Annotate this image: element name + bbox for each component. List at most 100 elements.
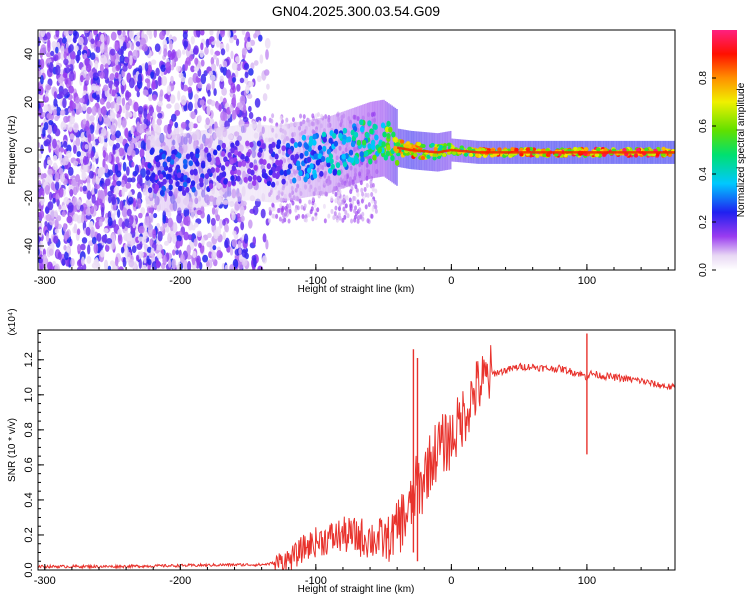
noise-speckle: [232, 258, 239, 269]
ridge-cell: [301, 134, 307, 141]
noise-speckle: [137, 105, 144, 115]
noise-speckle: [285, 208, 289, 214]
noise-speckle: [187, 86, 193, 94]
ridge-cell: [292, 177, 297, 184]
noise-speckle: [333, 211, 337, 217]
noise-speckle: [341, 217, 345, 223]
noise-speckle: [235, 38, 240, 46]
ridge-cell: [189, 151, 194, 158]
noise-speckle: [199, 99, 205, 106]
ridge-glow: [209, 129, 211, 207]
ridge-glow: [207, 129, 210, 207]
noise-speckle: [241, 30, 246, 36]
ridge-glow: [288, 123, 291, 201]
noise-speckle: [165, 61, 172, 71]
noise-speckle: [85, 75, 91, 81]
noise-speckle: [351, 200, 355, 206]
ridge-cell: [149, 175, 154, 182]
noise-speckle: [157, 112, 163, 119]
colorbar-tick-label: 0.4: [698, 167, 709, 181]
noise-speckle: [46, 112, 53, 120]
ridge-cell: [167, 173, 172, 180]
spectrogram-y-axis: -40 -20 0 20 40: [23, 29, 44, 271]
noise-speckle: [50, 181, 55, 191]
ridge-cell: [220, 165, 226, 172]
ridge-cell: [249, 162, 254, 169]
noise-speckle: [52, 197, 56, 204]
noise-speckle: [179, 253, 185, 264]
noise-speckle: [152, 111, 157, 120]
noise-speckle: [101, 127, 107, 136]
noise-speckle: [239, 95, 246, 106]
noise-speckle: [216, 226, 222, 237]
ridge-cell: [514, 147, 519, 152]
ridge-cell: [182, 158, 188, 165]
noise-speckle: [58, 146, 65, 153]
noise-speckle: [67, 45, 72, 54]
noise-speckle: [111, 213, 116, 221]
noise-speckle: [38, 166, 41, 178]
noise-speckle: [128, 77, 135, 89]
ridge-cell: [317, 153, 323, 160]
noise-speckle: [262, 93, 268, 102]
noise-speckle: [334, 198, 338, 204]
noise-speckle: [210, 57, 215, 66]
noise-speckle: [219, 219, 223, 229]
ridge-cell: [215, 166, 220, 173]
ridge-cell: [286, 168, 291, 175]
noise-speckle: [302, 114, 306, 120]
noise-speckle: [119, 200, 124, 211]
ridge-cell: [309, 163, 314, 170]
ridge-glow: [202, 130, 205, 207]
noise-speckle: [323, 218, 327, 224]
noise-speckle: [146, 246, 152, 253]
x-tick-label: 0: [448, 575, 454, 587]
noise-speckle: [134, 229, 139, 237]
noise-speckle: [172, 222, 178, 233]
noise-speckle: [253, 257, 257, 268]
noise-speckle: [143, 118, 149, 125]
ridge-cell: [247, 175, 253, 182]
noise-speckle: [131, 161, 135, 168]
noise-speckle: [262, 233, 267, 243]
noise-speckle: [222, 219, 226, 226]
noise-speckle: [103, 228, 109, 234]
ridge-cell: [363, 150, 369, 157]
noise-speckle: [122, 257, 127, 268]
noise-speckle: [98, 218, 103, 227]
noise-speckle: [55, 46, 59, 54]
noise-speckle: [248, 68, 254, 76]
ridge-glow: [188, 132, 190, 210]
noise-speckle: [120, 246, 125, 254]
ridge-cell: [317, 145, 323, 152]
noise-speckle: [112, 204, 117, 211]
ridge-glow: [214, 128, 216, 206]
ridge-cell: [393, 145, 398, 152]
noise-speckle: [279, 203, 283, 209]
snr-panel: -300 -200 -100 0 100 0.0 0.2 0.4 0.6 0.8 1.0 1.2 H…: [7, 308, 676, 595]
noise-speckle: [243, 233, 249, 244]
noise-speckle: [116, 180, 122, 187]
ridge-cell: [162, 161, 168, 168]
noise-speckle: [202, 254, 209, 263]
ridge-cell: [306, 167, 312, 174]
noise-speckle: [187, 60, 191, 66]
ridge-glow: [254, 124, 257, 202]
noise-speckle: [279, 115, 283, 121]
noise-speckle: [62, 72, 69, 79]
ridge-cell: [250, 169, 255, 176]
ridge-cell: [252, 174, 257, 181]
noise-speckle: [231, 62, 238, 71]
noise-speckle: [40, 173, 45, 180]
ridge-cell: [347, 136, 352, 143]
ridge-cell: [303, 176, 308, 183]
ridge-cell: [353, 155, 358, 162]
y-tick-label: 0: [23, 147, 35, 153]
noise-speckle: [96, 40, 102, 48]
ridge-cell: [342, 161, 348, 168]
ridge-cell: [253, 164, 258, 171]
ridge-cell: [298, 170, 303, 177]
ridge-glow: [349, 109, 351, 186]
ridge-cell: [327, 167, 333, 174]
